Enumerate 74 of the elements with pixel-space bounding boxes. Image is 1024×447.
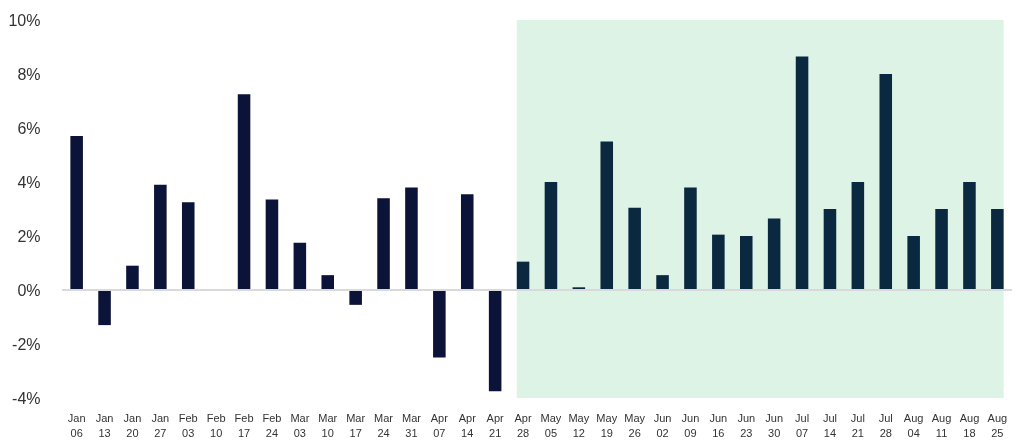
x-tick-label: Feb 24 [262, 411, 282, 439]
bar [488, 290, 502, 392]
bar [154, 184, 167, 290]
bar [405, 187, 418, 290]
bar [377, 198, 390, 290]
x-tick-label: Jun 16 [709, 411, 728, 439]
x-tick-label: Aug 25 [987, 411, 1008, 439]
bar [70, 136, 83, 290]
x-tick-label: Apr 07 [430, 411, 449, 439]
y-tick-label: 6% [17, 119, 41, 137]
x-tick-label: May 12 [568, 411, 590, 439]
x-tick-label: Aug 11 [931, 411, 952, 439]
bar [237, 94, 251, 290]
bar [851, 182, 865, 290]
x-tick-label: May 26 [624, 411, 646, 439]
x-tick-label: Jan 27 [151, 411, 170, 439]
y-tick-label: 10% [8, 11, 41, 29]
bar [795, 56, 809, 290]
x-tick-label: Mar 03 [290, 411, 310, 439]
x-tick-label: Jun 09 [681, 411, 700, 439]
bar [628, 207, 641, 290]
x-tick-label: Jul 28 [878, 411, 893, 439]
x-tick-label: Aug 04 [903, 411, 924, 439]
x-tick-label: Jan 20 [123, 411, 142, 439]
y-tick-label: -4% [12, 389, 41, 407]
bar [293, 242, 307, 290]
bar [712, 234, 725, 290]
x-tick-label: Jul 21 [850, 411, 865, 439]
x-tick-label: Apr 21 [486, 411, 505, 439]
x-tick-label: Feb 03 [178, 411, 198, 439]
bar [684, 187, 697, 290]
x-tick-label: Apr 28 [514, 411, 532, 439]
x-tick-label: Apr 14 [458, 411, 477, 439]
bar [963, 182, 976, 290]
y-tick-label: 8% [17, 65, 41, 83]
bar [265, 199, 279, 290]
x-tick-label: Mar 17 [346, 411, 366, 439]
bar [907, 236, 920, 290]
x-tick-label: Jul 14 [822, 411, 837, 439]
y-tick-label: 2% [17, 227, 41, 245]
bar [433, 290, 446, 358]
bar [126, 265, 139, 290]
bar [767, 218, 781, 290]
x-tick-label: Mar 24 [374, 411, 394, 439]
y-tick-label: -2% [12, 335, 41, 353]
bar [823, 209, 837, 290]
x-tick-label: May 05 [540, 411, 562, 439]
x-tick-label: Jul 07 [795, 411, 810, 439]
x-tick-label: Jan 13 [95, 411, 114, 439]
x-tick-label: Jan 06 [67, 411, 86, 439]
bar [181, 202, 195, 290]
bar [516, 261, 530, 290]
bar [656, 275, 669, 290]
bar [991, 209, 1004, 290]
bar [460, 194, 474, 290]
x-tick-label: Jun 23 [737, 411, 756, 439]
bar [739, 236, 753, 290]
x-tick-label: Jun 02 [653, 411, 672, 439]
bar [98, 290, 111, 326]
x-tick-label: May 19 [596, 411, 618, 439]
x-tick-label: Mar 31 [401, 411, 422, 439]
bar [321, 275, 335, 290]
bar [544, 182, 558, 290]
x-tick-label: Jun 30 [765, 411, 784, 439]
bar [349, 290, 362, 305]
x-tick-label: Mar 10 [318, 411, 338, 439]
x-tick-label: Feb 17 [234, 411, 254, 439]
y-tick-label: 4% [17, 173, 41, 191]
x-tick-label: Aug 18 [959, 411, 980, 439]
bar [879, 74, 893, 290]
bar [600, 141, 614, 290]
x-tick-label: Feb 10 [206, 411, 226, 439]
y-tick-label: 0% [17, 281, 41, 299]
bar [935, 209, 948, 290]
